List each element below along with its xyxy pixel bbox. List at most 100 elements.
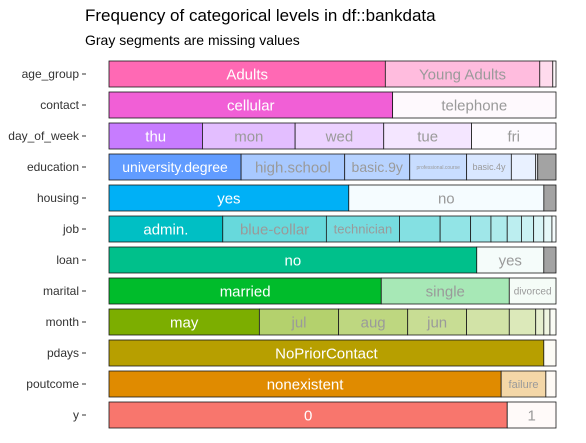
- bar-segment: [108, 215, 224, 243]
- segment-label: basic.9y: [352, 159, 403, 175]
- row-label-month: month: [46, 315, 79, 329]
- bar-segment: [407, 308, 468, 336]
- bar-education: university.degree high.school basic.9y prof…: [108, 153, 557, 181]
- bar-segment: [108, 308, 260, 336]
- bar-segment: [510, 153, 537, 181]
- bar-segment: [471, 122, 557, 150]
- segment-label: basic.4y: [472, 162, 506, 172]
- bar-segment: [108, 122, 203, 150]
- row-label-education: education: [27, 160, 79, 174]
- bar-segment: [466, 153, 512, 181]
- bar-segment: [439, 215, 472, 243]
- segment-label: wed: [325, 128, 354, 145]
- bar-segment: [476, 246, 545, 274]
- bar-segment: [383, 122, 472, 150]
- bar-segment: [533, 215, 545, 243]
- segment-label: telephone: [441, 97, 507, 114]
- bar-day_of_week: thu mon wed tue fri: [108, 122, 557, 150]
- row-label-loan: loan: [56, 253, 79, 267]
- segment-label: professional.course: [417, 165, 461, 171]
- segment-label: mon: [234, 128, 263, 145]
- bar-segment: [392, 91, 557, 119]
- segment-label: no: [438, 190, 455, 207]
- segment-label: fri: [508, 128, 521, 145]
- bar-segment: [108, 401, 508, 429]
- bar-segment: [549, 308, 557, 336]
- bar-housing: yes no: [108, 184, 557, 212]
- segment-label: admin.: [143, 221, 188, 238]
- segment-label: 0: [304, 407, 312, 424]
- bar-loan: no yes: [108, 246, 557, 274]
- segment-label: single: [426, 283, 465, 300]
- segment-label: technician: [334, 222, 393, 237]
- bar-age_group: Adults Young Adults: [108, 60, 557, 88]
- row-label-age_group: age_group: [22, 67, 80, 81]
- bar-segment: [508, 277, 557, 305]
- bar-segment: [470, 215, 492, 243]
- bar-segment: [348, 184, 545, 212]
- segment-label: divorced: [514, 287, 552, 298]
- bar-segment: [537, 153, 557, 181]
- row-label-poutcome: poutcome: [26, 377, 79, 391]
- row-label-housing: housing: [37, 191, 79, 205]
- bar-segment: [543, 308, 551, 336]
- bar-segment: [543, 215, 553, 243]
- segment-label: jun: [426, 314, 447, 331]
- bar-pdays: NoPriorContact: [108, 339, 557, 367]
- row-label-pdays: pdays: [47, 346, 79, 360]
- segment-label: university.degree: [122, 159, 228, 175]
- segment-label: cellular: [227, 97, 275, 114]
- segment-label: nonexistent: [267, 376, 345, 393]
- bar-segment: [506, 401, 557, 429]
- bar-job: admin. blue-collar technician: [108, 215, 557, 243]
- bar-segment: [539, 60, 554, 88]
- chart-title: Frequency of categorical levels in df::b…: [85, 6, 436, 25]
- bar-segment: [108, 277, 382, 305]
- bar-segment: [543, 339, 557, 367]
- segment-label: high.school: [255, 159, 331, 176]
- bar-segment: [222, 215, 327, 243]
- row-label-contact: contact: [40, 98, 79, 112]
- segment-label: 1: [527, 407, 535, 424]
- segment-label: yes: [499, 252, 522, 269]
- segment-label: jul: [290, 314, 306, 331]
- bar-segment: [409, 153, 468, 181]
- bar-segment: [108, 246, 478, 274]
- segment-label: Adults: [226, 66, 268, 83]
- segment-label: aug: [361, 314, 386, 331]
- segment-label: blue-collar: [240, 221, 309, 238]
- bar-segment: [543, 184, 557, 212]
- bar-contact: cellular telephone: [108, 91, 557, 119]
- bar-segment: [240, 153, 346, 181]
- bar-poutcome: nonexistent failure: [108, 370, 557, 398]
- bar-segment: [325, 215, 400, 243]
- bar-segment: [258, 308, 340, 336]
- segment-label: no: [285, 252, 302, 269]
- bar-segment: [535, 308, 545, 336]
- bar-segment: [521, 215, 535, 243]
- row-label-marital: marital: [43, 284, 79, 298]
- bar-segment: [506, 215, 522, 243]
- bar-segment: [543, 246, 557, 274]
- bar-segment: [108, 339, 545, 367]
- segment-label: Young Adults: [419, 66, 506, 83]
- segment-label: NoPriorContact: [275, 345, 378, 362]
- segment-label: thu: [145, 128, 166, 145]
- bar-marital: married single divorced: [108, 277, 557, 305]
- bar-segment: [108, 370, 502, 398]
- row-label-job: job: [62, 222, 79, 236]
- bar-segment: [399, 215, 441, 243]
- chart-subtitle: Gray segments are missing values: [85, 32, 300, 48]
- bar-segment: [108, 184, 350, 212]
- segment-label: married: [220, 283, 271, 300]
- bar-segment: [508, 308, 537, 336]
- segment-label: may: [170, 314, 199, 331]
- bar-segment: [108, 60, 386, 88]
- bar-segment: [466, 308, 510, 336]
- bar-segment: [108, 153, 242, 181]
- bar-segment: [545, 370, 557, 398]
- bar-segment: [551, 215, 557, 243]
- row-label-y: y: [73, 408, 79, 422]
